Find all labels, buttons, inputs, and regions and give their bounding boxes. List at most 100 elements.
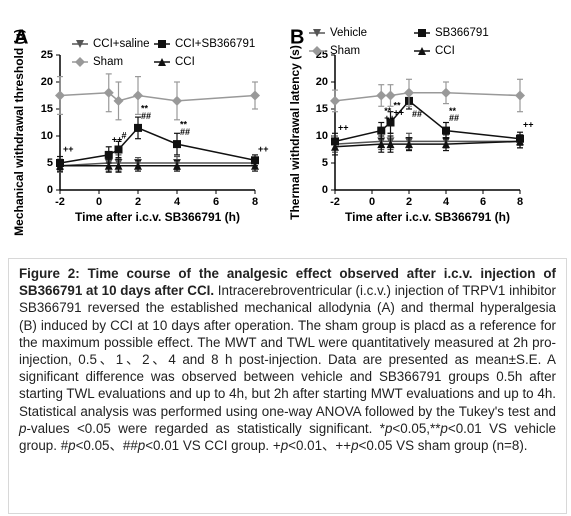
annotation: ##: [449, 113, 459, 123]
caption-run: <0.01 VS vehicle group. #: [19, 420, 556, 454]
point: [172, 95, 182, 106]
annotation: **: [141, 103, 149, 113]
point: [441, 87, 451, 98]
point: [134, 161, 142, 170]
annotation: ##: [180, 127, 190, 137]
caption-run: p: [384, 420, 393, 436]
annotation: ++: [384, 113, 395, 123]
point: [56, 161, 64, 170]
legend-label: Vehicle: [330, 27, 367, 39]
x-tick-label: 0: [369, 196, 375, 208]
point: [114, 161, 123, 170]
x-tick-label: 6: [213, 196, 219, 208]
point: [516, 137, 524, 146]
series-line: [334, 140, 521, 148]
legend-marker: [76, 40, 84, 48]
caption-run: <0.01、++: [288, 438, 352, 454]
y-tick-label: 20: [41, 76, 53, 88]
caption-run: p: [351, 438, 359, 454]
legend-label: SB366791: [435, 27, 489, 39]
legend-marker: [313, 29, 321, 37]
series-line: [334, 99, 521, 143]
point: [515, 90, 525, 101]
y-axis-label: Thermal withdrawal latency (s): [288, 45, 302, 220]
annotation: ##: [141, 111, 151, 121]
caption-run: p: [280, 438, 289, 454]
point: [404, 87, 414, 98]
annotation: ##: [412, 109, 422, 119]
annotation: **: [449, 106, 457, 116]
y-tick-label: 0: [47, 184, 53, 196]
point: [405, 140, 413, 149]
point: [134, 123, 142, 132]
y-tick-label: 10: [41, 130, 53, 142]
series-line: [59, 162, 255, 167]
x-tick-label: 8: [517, 196, 523, 208]
annotation: #: [122, 130, 127, 140]
point: [331, 142, 339, 151]
point: [386, 118, 395, 127]
caption-run: <0.05,**: [392, 420, 441, 436]
point: [173, 161, 181, 170]
point: [55, 90, 65, 101]
annotation: ++: [338, 122, 349, 132]
legend-label: CCI+saline: [93, 38, 150, 50]
legend-label: CCI: [435, 45, 455, 57]
annotation: ++: [63, 144, 74, 154]
point: [330, 95, 340, 106]
point: [133, 90, 143, 101]
annotation: ++: [523, 120, 534, 130]
x-tick-label: 2: [406, 196, 412, 208]
caption-run: p: [440, 420, 448, 436]
legend-marker: [75, 57, 85, 67]
legend-label: Sham: [93, 56, 123, 68]
legend-label: Sham: [330, 45, 360, 57]
x-tick-label: -2: [330, 196, 340, 208]
legend-marker: [158, 58, 166, 66]
annotation: ++: [258, 144, 269, 154]
point: [114, 145, 123, 154]
y-axis-label: Mechanical withdrawal threshold (g): [12, 29, 26, 236]
x-tick-label: 2: [135, 196, 141, 208]
caption-run: <0.05、##: [75, 438, 138, 454]
x-tick-label: 6: [480, 196, 486, 208]
y-tick-label: 5: [322, 157, 328, 169]
x-axis-label: Time after i.c.v. SB366791 (h): [75, 210, 240, 224]
y-tick-label: 10: [316, 130, 328, 142]
x-tick-label: 4: [443, 196, 450, 208]
y-tick-label: 5: [47, 157, 53, 169]
point: [250, 90, 260, 101]
y-tick-label: 15: [41, 103, 53, 115]
legend-marker: [158, 40, 166, 48]
caption: Figure 2: Time course of the analgesic e…: [8, 258, 567, 514]
y-tick-label: 0: [322, 184, 328, 196]
x-tick-label: 0: [96, 196, 102, 208]
point: [442, 126, 450, 135]
legend-marker: [418, 29, 426, 37]
legend-marker: [418, 47, 426, 55]
caption-run: <0.01 VS CCI group. +: [145, 438, 281, 454]
series-line: [334, 140, 520, 145]
annotation: ++: [394, 108, 405, 118]
legend-label: CCI+SB366791: [175, 38, 255, 50]
annotation: ++: [112, 135, 123, 145]
y-tick-label: 15: [316, 103, 328, 115]
point: [385, 90, 396, 101]
caption-run: Intracerebroventricular (i.c.v.) injecti…: [19, 283, 556, 419]
point: [377, 140, 386, 149]
series-line: [59, 127, 256, 164]
x-tick-label: 8: [252, 196, 258, 208]
x-tick-label: -2: [55, 196, 65, 208]
panel-label: A: [14, 26, 28, 48]
point: [377, 126, 386, 135]
y-tick-label: 25: [41, 49, 53, 61]
x-tick-label: 4: [174, 196, 181, 208]
series-line: [334, 92, 521, 102]
legend-marker: [312, 46, 322, 56]
caption-run: <0.05 VS sham group (n=8).: [358, 438, 528, 454]
annotation: **: [394, 101, 402, 111]
caption-run: p: [137, 438, 146, 454]
panel-label: B: [290, 26, 304, 48]
